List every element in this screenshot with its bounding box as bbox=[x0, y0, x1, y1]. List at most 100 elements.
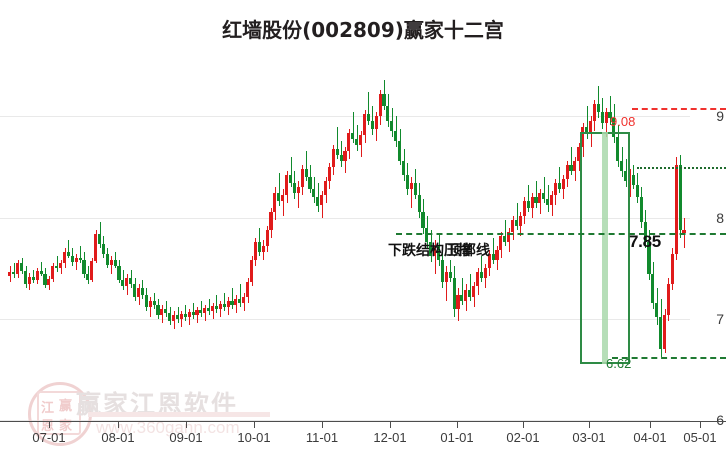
x-axis-tick-09-01 bbox=[186, 421, 187, 428]
candle-wick bbox=[598, 86, 599, 119]
current-price-label: 7.85 bbox=[629, 232, 661, 251]
candle-body bbox=[253, 241, 257, 261]
candle-wick bbox=[232, 288, 233, 309]
candle-wick bbox=[283, 189, 284, 216]
x-axis-label-12-01: 12-01 bbox=[373, 430, 407, 445]
candle-body bbox=[304, 169, 308, 178]
candle-wick bbox=[481, 256, 482, 283]
candle-body bbox=[670, 254, 674, 285]
candle-body bbox=[565, 165, 569, 180]
y-axis-label-9: 9 bbox=[716, 108, 724, 125]
candle-body bbox=[635, 185, 639, 198]
candle-body bbox=[370, 120, 374, 129]
x-axis-label-05-01: 05-01 bbox=[683, 430, 717, 445]
candle-body bbox=[331, 148, 335, 168]
candle-body bbox=[511, 219, 515, 232]
price-line-7-85[interactable] bbox=[396, 232, 726, 235]
candle-body bbox=[433, 245, 437, 257]
watermark-seal: 江 赢 恩 家 bbox=[28, 382, 92, 446]
candle-body bbox=[160, 308, 164, 315]
candle-body bbox=[577, 146, 581, 161]
y-axis-label-6: 6 bbox=[716, 412, 724, 428]
candle-body bbox=[324, 181, 328, 196]
candle-body bbox=[604, 112, 608, 123]
candle-body bbox=[585, 126, 589, 133]
candle-body bbox=[557, 183, 561, 190]
candle-body bbox=[553, 183, 558, 196]
x-axis-label-02-01: 02-01 bbox=[506, 430, 540, 445]
candle-body bbox=[507, 231, 511, 242]
candle-body bbox=[327, 167, 332, 182]
candle-body bbox=[374, 116, 378, 129]
candle-body bbox=[140, 288, 144, 295]
candle-body bbox=[647, 241, 651, 275]
candle-body bbox=[394, 130, 398, 141]
support-line-6-62[interactable] bbox=[612, 357, 726, 360]
candle-wick bbox=[33, 270, 34, 284]
candle-body bbox=[546, 199, 550, 206]
candle-body bbox=[144, 294, 148, 307]
gann-box-band bbox=[602, 132, 608, 364]
candle-wick bbox=[517, 203, 518, 230]
candle-body bbox=[608, 112, 612, 119]
dotted-line-8-50[interactable] bbox=[637, 167, 726, 170]
candle-body bbox=[472, 286, 476, 297]
candle-body bbox=[429, 241, 433, 257]
candle-body bbox=[214, 305, 219, 309]
x-axis-tick-10-01 bbox=[254, 421, 255, 428]
watermark-url: www.360gann.com bbox=[96, 418, 240, 437]
candle-body bbox=[421, 211, 425, 228]
chart-plot-area bbox=[0, 60, 690, 421]
candle-body bbox=[125, 278, 129, 287]
candle-body bbox=[514, 219, 519, 226]
candle-body bbox=[296, 187, 300, 194]
candle-body bbox=[343, 150, 347, 161]
candle-body bbox=[351, 132, 355, 139]
y-axis-label-7: 7 bbox=[716, 310, 724, 327]
candle-wick bbox=[318, 183, 319, 212]
watermark-seal-inner bbox=[37, 391, 81, 435]
candle-wick bbox=[298, 181, 299, 208]
candle-body bbox=[600, 112, 604, 123]
candle-body bbox=[366, 114, 370, 121]
candle-body bbox=[300, 169, 304, 188]
resistance-line-9-08[interactable] bbox=[632, 108, 726, 111]
candle-wick bbox=[181, 310, 182, 327]
candle-body bbox=[51, 266, 55, 280]
x-axis-line bbox=[0, 421, 726, 422]
candle-wick bbox=[189, 308, 190, 325]
candle-body bbox=[23, 271, 28, 285]
candle-body bbox=[592, 104, 596, 121]
watermark-bar bbox=[88, 412, 270, 417]
candle-body bbox=[179, 313, 183, 319]
candle-body bbox=[269, 211, 273, 230]
x-axis-label-11-01: 11-01 bbox=[305, 430, 339, 445]
candle-body bbox=[335, 148, 339, 155]
candle-wick bbox=[446, 266, 447, 301]
candle-body bbox=[281, 195, 285, 202]
candle-body bbox=[55, 266, 59, 269]
candle-body bbox=[596, 104, 600, 113]
candle-body bbox=[390, 120, 394, 131]
seal-char-3: 家 bbox=[59, 419, 73, 434]
candle-body bbox=[238, 298, 242, 303]
x-axis-tick-08-01 bbox=[118, 421, 119, 428]
candle-body bbox=[62, 252, 67, 264]
candle-body bbox=[355, 138, 359, 145]
candle-body bbox=[495, 250, 499, 261]
candle-body bbox=[475, 272, 480, 287]
candle-body bbox=[191, 311, 195, 315]
candle-body bbox=[20, 263, 24, 272]
candle-wick bbox=[337, 126, 338, 159]
candle-wick bbox=[68, 239, 69, 259]
candle-wick bbox=[610, 96, 611, 125]
candle-body bbox=[425, 227, 429, 242]
candle-body bbox=[643, 221, 647, 242]
candle-wick bbox=[357, 124, 358, 151]
candle-wick bbox=[493, 237, 494, 265]
x-axis-tick-07-01 bbox=[49, 421, 50, 428]
candle-body bbox=[624, 171, 628, 182]
candle-body bbox=[183, 313, 187, 317]
candle-body bbox=[136, 288, 141, 297]
x-axis-tick-11-01 bbox=[322, 421, 323, 428]
